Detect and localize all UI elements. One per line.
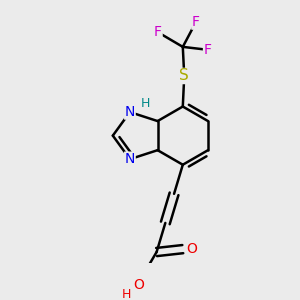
Text: N: N (125, 105, 135, 119)
Text: H: H (141, 97, 151, 110)
Text: N: N (125, 152, 135, 166)
Text: F: F (192, 15, 200, 29)
Text: F: F (203, 43, 211, 57)
Text: S: S (179, 68, 189, 83)
Text: F: F (154, 25, 162, 39)
Text: H: H (122, 288, 131, 300)
Text: O: O (134, 278, 145, 292)
Text: O: O (186, 242, 197, 256)
